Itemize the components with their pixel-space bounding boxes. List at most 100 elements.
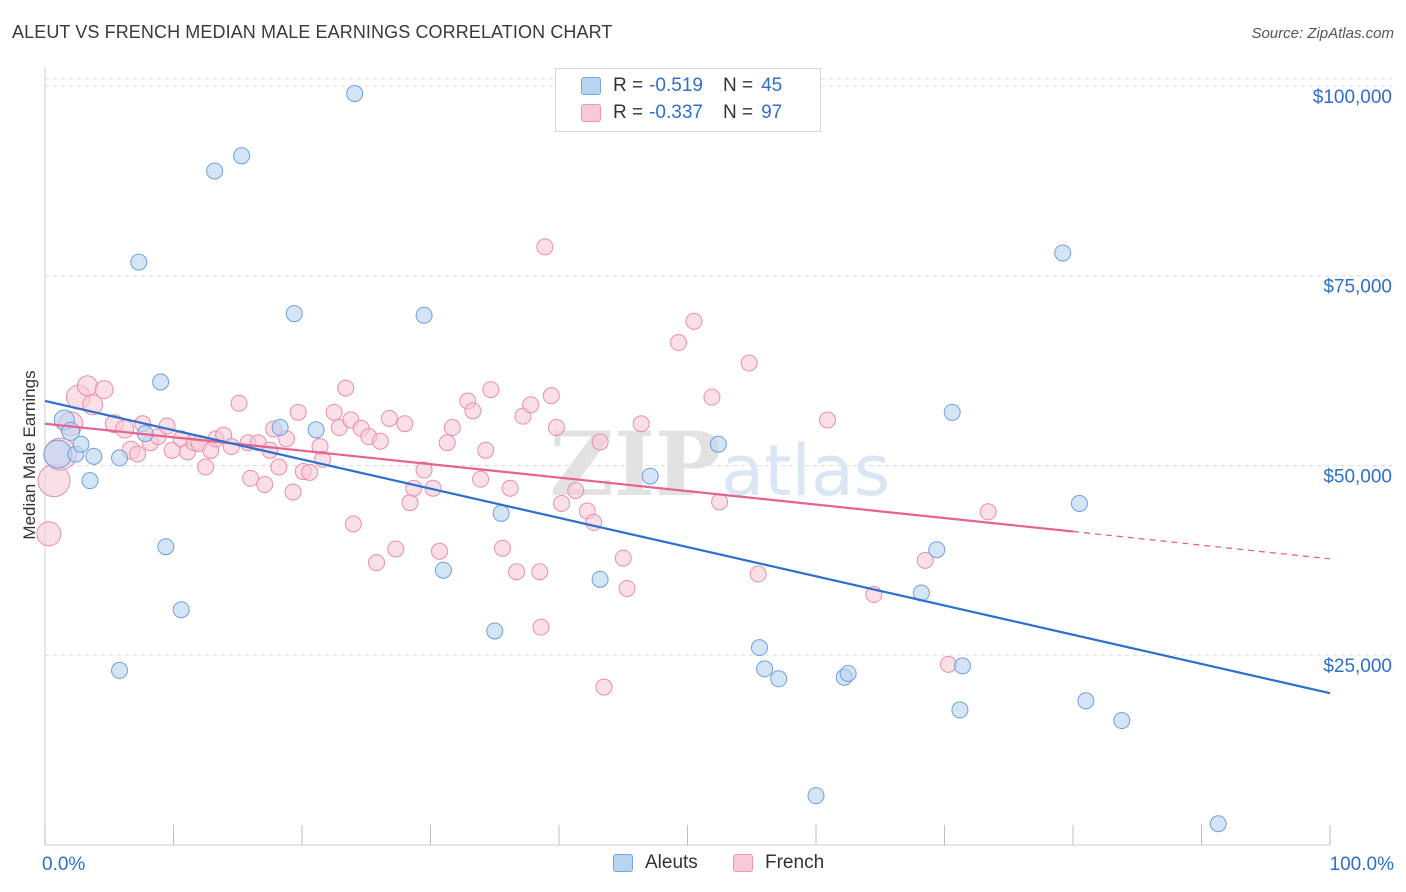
x-tick-labels: 0.0% 100.0% <box>42 854 1394 875</box>
legend-label-french: French <box>765 852 825 873</box>
french-point <box>270 458 288 476</box>
aleuts-swatch <box>581 77 601 95</box>
french-point <box>396 415 414 433</box>
aleuts-point <box>1077 692 1095 710</box>
watermark: ZIPatlas <box>550 412 891 516</box>
trend-lines <box>44 399 1331 695</box>
aleuts-point <box>415 306 433 324</box>
legend-n-value: 97 <box>761 102 783 123</box>
source-credit: Source: ZipAtlas.com <box>1251 25 1394 42</box>
french-point <box>819 411 837 429</box>
aleuts-point <box>111 449 129 467</box>
french-point <box>567 482 585 500</box>
aleuts-point <box>641 467 659 485</box>
french-point <box>337 379 355 397</box>
y-tick-label: $75,000 <box>1323 277 1392 298</box>
french-swatch <box>581 104 601 122</box>
aleuts-point <box>271 419 289 437</box>
french-point <box>197 458 215 476</box>
french-point <box>443 419 461 437</box>
legend-n-label: N = <box>722 75 754 96</box>
french-point <box>289 403 307 421</box>
french-point <box>115 419 135 439</box>
aleuts-point <box>285 305 303 323</box>
french-point <box>501 479 519 497</box>
french-point <box>230 394 248 412</box>
aleuts-point <box>492 504 510 522</box>
aleuts-point <box>346 85 364 103</box>
aleuts-point <box>85 447 103 465</box>
french-point <box>222 438 240 456</box>
french-point <box>670 334 688 352</box>
french-point <box>553 494 571 512</box>
watermark-atlas: atlas <box>721 430 890 512</box>
french-point <box>749 565 767 583</box>
aleuts-point <box>1113 712 1131 730</box>
french-point <box>703 388 721 406</box>
french-point <box>547 419 565 437</box>
x-tick-label: 100.0% <box>1330 854 1395 875</box>
french-trend-extension <box>1072 530 1331 560</box>
aleuts-point <box>1070 494 1088 512</box>
x-tick-label: 0.0% <box>42 854 85 875</box>
legend-n-label: N = <box>722 102 754 123</box>
aleuts-point <box>81 472 99 490</box>
french-point <box>595 678 613 696</box>
aleuts-point <box>206 162 224 180</box>
french-point <box>301 463 319 481</box>
french-point <box>482 381 500 399</box>
aleuts-point <box>943 403 961 421</box>
aleuts-point <box>807 787 825 805</box>
aleuts-legend-swatch <box>613 854 633 872</box>
french-point <box>94 380 114 400</box>
aleuts-point <box>111 661 129 679</box>
aleuts-point <box>750 639 768 657</box>
correlation-legend: R = -0.519 N = 45 R = -0.337 N = 97 <box>555 68 821 132</box>
aleuts-point <box>130 253 148 271</box>
legend-r-value: -0.519 <box>649 75 703 96</box>
french-point <box>438 434 456 452</box>
aleuts-point <box>486 622 504 640</box>
french-point <box>632 415 650 433</box>
aleuts-point <box>233 147 251 165</box>
french-point <box>711 493 729 511</box>
aleuts-point <box>72 435 90 453</box>
aleuts-point <box>770 670 788 688</box>
legend-row-aleuts: R = -0.519 N = 45 <box>581 73 782 99</box>
french-point <box>368 554 386 572</box>
french-point <box>380 409 398 427</box>
french-point <box>916 551 934 569</box>
aleuts-point <box>928 541 946 559</box>
legend-label-aleuts: Aleuts <box>645 852 698 873</box>
aleuts-point <box>951 701 969 719</box>
french-point <box>371 432 389 450</box>
french-point <box>158 417 176 435</box>
french-point <box>685 312 703 330</box>
french-point <box>387 540 405 558</box>
legend-r-label: R = <box>613 102 644 123</box>
french-point <box>242 469 260 487</box>
french-point <box>740 354 758 372</box>
y-tick-label: $25,000 <box>1323 656 1392 677</box>
aleuts-point <box>172 601 190 619</box>
y-tick-label: $100,000 <box>1313 87 1392 108</box>
french-point <box>531 563 549 581</box>
aleuts-point <box>756 660 774 678</box>
chart-title: ALEUT VS FRENCH MEDIAN MALE EARNINGS COR… <box>12 22 613 42</box>
y-tick-labels: $25,000 $50,000 $75,000 $100,000 <box>1313 87 1392 677</box>
legend-r-value: -0.337 <box>649 102 703 123</box>
french-point <box>129 445 147 463</box>
aleuts-point <box>591 570 609 588</box>
french-point <box>979 503 997 521</box>
french-point <box>415 461 433 479</box>
legend-r-label: R = <box>613 75 644 96</box>
french-point <box>493 539 511 557</box>
french-point <box>36 521 62 547</box>
aleuts-point <box>434 561 452 579</box>
aleuts-point <box>307 421 325 439</box>
french-point <box>477 441 495 459</box>
french-trend-line <box>44 422 1074 533</box>
french-point <box>542 387 560 405</box>
aleuts-point <box>1054 244 1072 262</box>
